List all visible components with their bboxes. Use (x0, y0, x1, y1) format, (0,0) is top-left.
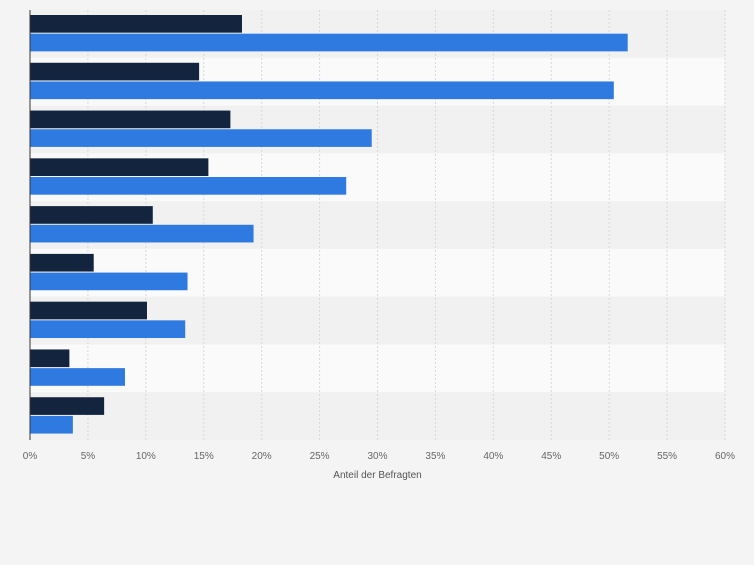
x-tick-label: 15% (194, 451, 214, 462)
x-tick-label: 35% (425, 451, 445, 462)
x-tick-label: 45% (541, 451, 561, 462)
bar-series-2 (30, 224, 254, 243)
bar-series-2 (30, 320, 186, 339)
bar-series-2 (30, 33, 628, 52)
bar-series-1 (30, 253, 94, 272)
bar-series-1 (30, 301, 147, 320)
bar-series-2 (30, 177, 347, 195)
x-tick-label: 40% (483, 451, 503, 462)
bar-series-2 (30, 415, 73, 434)
x-tick-label: 5% (81, 451, 96, 462)
x-tick-label: 60% (715, 451, 735, 462)
bars-group (30, 15, 628, 434)
bar-series-1 (30, 110, 231, 129)
x-tick-label: 10% (136, 451, 156, 462)
x-tick-label: 20% (252, 451, 272, 462)
row-band (30, 392, 725, 440)
x-tick-label: 50% (599, 451, 619, 462)
x-tick-labels: 0% 5% 10% 15% 20% 25% 30% 35% 40% 45% 50% 55% 60% (23, 451, 735, 462)
bar-series-1 (30, 158, 209, 177)
bar-series-1 (30, 206, 153, 224)
bar-series-2 (30, 81, 614, 100)
bar-series-1 (30, 349, 70, 368)
bar-series-2 (30, 272, 188, 291)
bar-series-1 (30, 397, 105, 415)
x-tick-label: 0% (23, 451, 38, 462)
x-tick-label: 55% (657, 451, 677, 462)
bar-series-1 (30, 62, 200, 81)
bar-series-1 (30, 15, 242, 33)
x-tick-label: 25% (310, 451, 330, 462)
bar-series-2 (30, 129, 372, 147)
row-band (30, 344, 725, 393)
x-tick-label: 30% (367, 451, 387, 462)
x-axis-label: Anteil der Befragten (333, 470, 421, 481)
bar-series-2 (30, 368, 125, 386)
